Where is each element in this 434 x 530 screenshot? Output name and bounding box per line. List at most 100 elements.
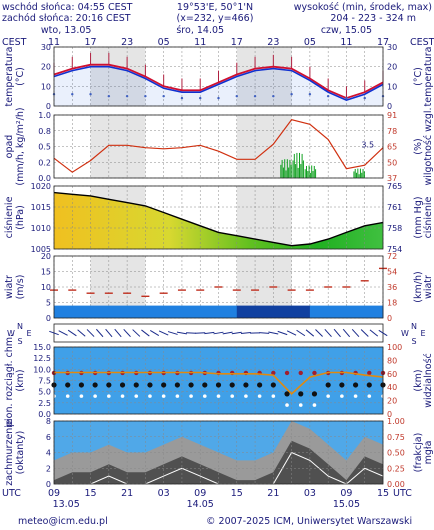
bottom-hour-label: 15 — [377, 488, 389, 499]
top-day-label: wto, 13.05 — [41, 25, 92, 36]
y-tick-label: 50 — [387, 158, 397, 167]
y-tick-label: 1005 — [31, 245, 51, 254]
y-tick-label: 0 — [387, 410, 392, 419]
wind-direction-arrow — [286, 330, 297, 336]
precipitation-panel: 0.0 0.2 0.5 0.8 1.0 37 50 65 78 91 opad (mm/h, kg/m… — [4, 107, 434, 185]
precip-bar — [312, 171, 314, 178]
cloud-base-dot — [216, 394, 221, 398]
panel-border — [53, 114, 384, 179]
wind-direction-arrow — [268, 331, 279, 335]
bottom-hour-label: 15 — [231, 488, 243, 499]
wind-direction-arrow — [86, 329, 95, 337]
wind-direction-arrow — [176, 331, 187, 335]
y-tick-label: 7.5 — [38, 377, 51, 386]
bottom-hour-label: 09 — [194, 488, 206, 499]
top-hour-labels: 11 17 23 05 11 17 23 05 11 17 — [48, 37, 389, 48]
wind-direction-arrow — [58, 330, 68, 336]
left-axis-unit: (oktanty) — [15, 431, 26, 475]
wind-direction-arrow — [77, 329, 86, 337]
cloud-mid-dot — [92, 382, 98, 388]
cloud-mid-dot — [106, 382, 112, 388]
cloud-base-dot — [326, 394, 330, 398]
wind-direction-arrow — [105, 328, 113, 338]
dew-point-dot — [290, 93, 293, 96]
y-tick-label: 36 — [387, 283, 397, 292]
footer-email[interactable]: meteo@icm.edu.pl — [18, 516, 108, 527]
y-tick-label: 20 — [41, 63, 51, 72]
left-axis-unit: (m/s) — [15, 275, 26, 300]
cloud-base-dot — [148, 394, 152, 398]
precip-bar — [286, 159, 288, 178]
cloud-base-dot — [134, 394, 139, 398]
tz-right-bottom: UTC — [393, 488, 412, 499]
y-tick-label: 10 — [41, 283, 51, 292]
cloud-base-dot — [65, 394, 70, 398]
y-tick-label: 6 — [46, 433, 51, 442]
dew-point-dot — [253, 94, 257, 98]
wind-direction-arrow — [240, 332, 251, 334]
y-tick-label: 0.25 — [387, 464, 405, 473]
wind-speed-bar — [54, 305, 73, 318]
y-tick-label: 30 — [41, 43, 51, 52]
y-tick-label: 5 — [46, 299, 51, 308]
left-axis-unit: (°C) — [15, 67, 26, 86]
cloud-base-dot — [175, 394, 180, 398]
cloud-base-dot — [230, 394, 235, 398]
precip-bar — [362, 168, 364, 178]
wind-direction-arrow — [222, 331, 233, 335]
right-axis-unit: (km) — [413, 369, 424, 391]
precip-bar — [297, 167, 299, 178]
wind-speed-bar — [309, 305, 329, 318]
y-tick-label: 1015 — [31, 203, 51, 212]
precip-bar — [299, 152, 301, 178]
y-tick-label: 91 — [387, 111, 397, 120]
y-tick-label: 0.0 — [38, 410, 51, 419]
dew-point-dot — [107, 94, 111, 98]
pressure-area — [54, 192, 383, 249]
wind-speed-bar — [346, 305, 366, 318]
wind-speed-bar — [200, 305, 219, 318]
y-tick-label: 0 — [46, 102, 51, 111]
cloud-mid-dot — [298, 391, 304, 397]
y-tick-label: 1010 — [31, 224, 51, 233]
right-axis-unit: (°C) — [413, 67, 424, 86]
compass-n: N — [17, 322, 23, 331]
dew-point-dot — [345, 96, 348, 100]
bottom-hour-label: 21 — [267, 488, 279, 499]
wind-speed-bar — [291, 305, 311, 318]
grid-text: (x=232, y=466) — [177, 13, 254, 24]
precip-bar — [356, 172, 358, 178]
precip-bar — [281, 159, 283, 178]
bottom-date-labels: 13.05 14.05 15.05 — [53, 499, 360, 510]
bottom-date-label: 14.05 — [187, 499, 214, 510]
cloud-base-dot — [161, 394, 166, 398]
y-tick-label: 8 — [46, 417, 51, 426]
dew-point-dot — [272, 94, 275, 98]
cloud-top-dot — [367, 370, 372, 376]
right-axis-title: mgła — [423, 441, 434, 465]
top-hour-label: 17 — [377, 37, 389, 48]
cloud-mid-dot — [174, 382, 180, 388]
y-tick-label: 10.0 — [33, 365, 51, 374]
y-tick-label: 0 — [387, 102, 392, 111]
wind-direction-arrow — [296, 329, 306, 337]
dew-point-dot — [162, 94, 165, 98]
y-tick-label: 754 — [387, 245, 402, 254]
panel-border — [53, 346, 384, 415]
cloud-mid-dot — [311, 391, 318, 397]
y-tick-label: 1.00 — [387, 417, 405, 426]
right-axis-unit: (km/h) — [413, 271, 424, 302]
left-axis-title: temperatura — [4, 47, 15, 107]
wind-speed-bar — [364, 305, 384, 318]
dew-point-dot — [71, 93, 74, 96]
tz-left-bottom: UTC — [2, 488, 21, 499]
wind-direction-arrow — [315, 329, 323, 337]
wind-speed-bar — [328, 305, 347, 318]
left-axis-unit: (km) — [15, 369, 26, 391]
tz-right-top: CEST — [410, 37, 434, 48]
right-axis-title: ciśnienie — [423, 196, 434, 238]
wind-direction-arrow — [351, 328, 360, 338]
cloud-base-dot — [202, 394, 207, 398]
low-cloud-area — [54, 440, 383, 484]
